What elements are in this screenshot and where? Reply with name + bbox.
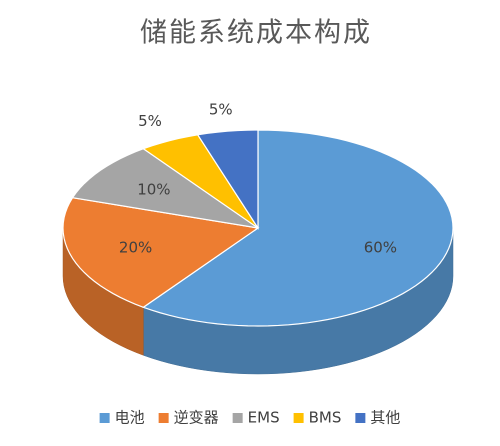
pie-tops <box>62 129 454 327</box>
legend-item: 电池 <box>99 409 145 427</box>
legend-item: EMS <box>232 409 280 427</box>
value-label: 60% <box>364 238 397 256</box>
pie-slice <box>196 129 259 231</box>
chart-title: 储能系统成本构成 <box>140 18 372 49</box>
legend-swatch <box>99 413 110 423</box>
legend-label: 其他 <box>370 409 400 427</box>
pie-slice <box>142 129 454 327</box>
pie-slice <box>62 197 260 308</box>
legend-item: BMS <box>293 409 342 427</box>
legend: 电池 逆变器 EMS BMS 其他 <box>99 409 400 427</box>
pie-slice <box>142 134 259 229</box>
legend-swatch <box>293 413 304 423</box>
legend-label: 电池 <box>115 409 145 427</box>
pie-slice <box>71 148 259 229</box>
legend-label: BMS <box>309 409 342 427</box>
legend-swatch <box>158 413 169 423</box>
value-label: 20% <box>119 238 152 256</box>
legend-swatch <box>232 413 243 423</box>
legend-label: 逆变器 <box>174 409 219 427</box>
legend-item: 其他 <box>355 409 400 427</box>
legend-item: 逆变器 <box>158 409 219 427</box>
legend-label: EMS <box>248 409 280 427</box>
legend-swatch <box>355 413 366 423</box>
value-label: 5% <box>209 100 233 118</box>
value-labels: 60% 20% 10% 5% 5% <box>119 100 397 256</box>
value-label: 5% <box>138 112 162 130</box>
value-label: 10% <box>137 180 170 198</box>
